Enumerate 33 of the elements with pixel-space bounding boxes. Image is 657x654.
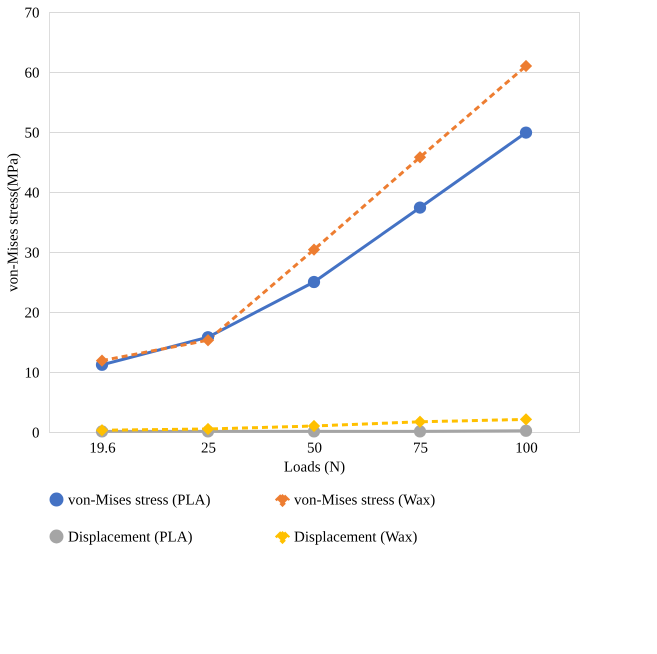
point [520,60,532,72]
y-tick-label: 60 [24,66,40,82]
x-tick-label: 75 [413,440,428,456]
point [414,425,426,438]
point [308,276,320,288]
y-tick-label: 0 [32,426,40,442]
point [308,243,320,256]
point [414,151,426,164]
y-tick-label: 10 [24,366,40,382]
point [520,424,532,437]
point [520,413,532,426]
point [96,354,108,367]
legend-label: Displacement (Wax) [294,530,418,546]
x-tick-label: 25 [201,440,216,456]
x-tick-label: 50 [307,440,322,456]
legend-label: von-Mises stress (PLA) [68,492,210,509]
y-tick-label: 20 [24,306,40,322]
point [520,126,532,139]
x-axis-title: Loads (N) [284,460,346,476]
x-tick-label: 19.6 [89,440,116,456]
point [202,334,214,346]
y-tick-label: 40 [24,186,40,202]
point [202,422,214,436]
legend-label: von-Mises stress (Wax) [294,492,436,509]
point [414,416,426,428]
legend-label: Displacement (PLA) [68,530,193,546]
y-tick-label: 30 [24,246,40,262]
point [308,420,320,432]
y-axis-title: von-Mises stress(MPa) [6,153,22,292]
y-tick-label: 50 [24,126,40,142]
y-tick-label: 70 [24,6,40,22]
point [414,201,426,214]
x-tick-label: 100 [515,440,538,456]
